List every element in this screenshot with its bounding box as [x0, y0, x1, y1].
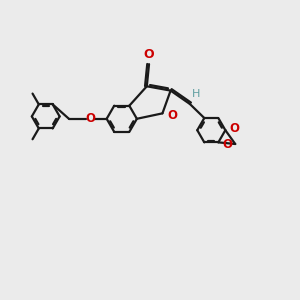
Text: O: O — [229, 122, 239, 135]
Text: O: O — [143, 48, 154, 61]
Text: O: O — [168, 109, 178, 122]
Text: H: H — [192, 89, 201, 99]
Text: O: O — [85, 112, 95, 125]
Text: O: O — [222, 138, 232, 151]
